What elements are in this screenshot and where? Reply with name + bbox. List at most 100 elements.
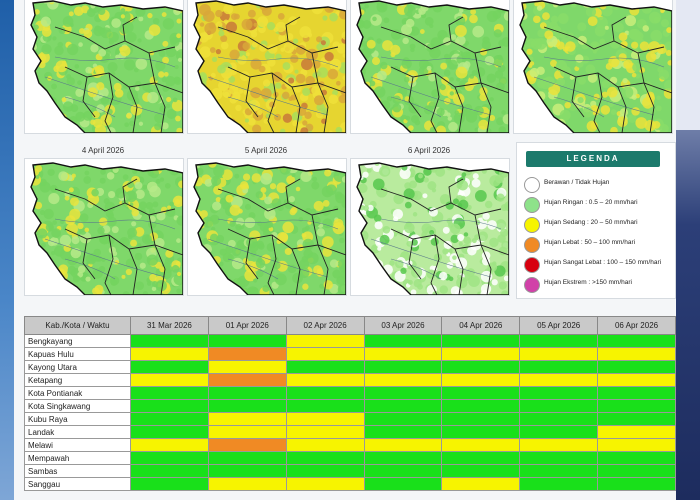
rain-category-cell (441, 399, 521, 413)
rain-intensity-cell (188, 284, 192, 292)
rain-intensity-cell (114, 88, 124, 98)
rain-intensity-cell (302, 120, 308, 126)
rain-intensity-cell (170, 37, 180, 47)
rain-intensity-cell (537, 29, 546, 38)
rain-category-cell (597, 412, 676, 426)
rain-intensity-cell (188, 255, 193, 261)
rain-intensity-cell (31, 273, 33, 280)
rain-intensity-cell (194, 116, 201, 124)
rain-intensity-cell (231, 257, 244, 270)
rain-intensity-cell (480, 163, 487, 164)
rain-intensity-cell (96, 104, 105, 113)
rain-intensity-cell (470, 8, 477, 15)
rain-intensity-cell (100, 27, 112, 39)
rain-intensity-cell (225, 21, 238, 33)
rain-intensity-cell (313, 265, 323, 275)
rain-intensity-cell (212, 125, 217, 130)
rain-intensity-cell (194, 287, 199, 294)
rain-intensity-cell (360, 40, 367, 47)
rain-intensity-cell (211, 56, 218, 63)
rain-intensity-cell (142, 291, 149, 295)
column-header-region: Kab./Kota / Waktu (24, 316, 131, 335)
rain-intensity-cell (362, 284, 368, 290)
rain-intensity-cell (382, 40, 393, 51)
rain-intensity-cell (403, 76, 410, 83)
rain-category-cell (207, 438, 287, 452)
rain-intensity-cell (418, 7, 426, 15)
regency-border (54, 188, 86, 200)
rain-map-4-april (24, 158, 184, 296)
rain-category-cell (285, 360, 365, 374)
column-header-date: 31 Mar 2026 (130, 316, 209, 335)
rain-category-cell (441, 477, 521, 491)
rain-category-cell (597, 399, 676, 413)
rain-intensity-cell (408, 125, 414, 131)
rain-intensity-cell (45, 223, 54, 232)
rain-intensity-cell (214, 115, 226, 127)
rain-intensity-cell (454, 110, 459, 115)
rain-intensity-cell (656, 95, 661, 101)
rain-intensity-cell (59, 234, 72, 247)
river-line (44, 76, 166, 116)
rain-intensity-cell (97, 7, 106, 16)
rain-intensity-cell (215, 196, 221, 203)
rain-intensity-cell (69, 130, 74, 133)
rain-intensity-cell (632, 62, 642, 72)
rain-intensity-cell (623, 59, 633, 69)
rain-intensity-cell (134, 252, 143, 261)
rain-intensity-cell (141, 234, 152, 245)
rain-intensity-cell (146, 1, 154, 5)
rain-intensity-cell (529, 125, 539, 133)
rain-intensity-cell (25, 205, 29, 210)
rain-intensity-cell (463, 103, 473, 113)
legend-item: Hujan Sedang : 20 – 50 mm/hari (524, 216, 674, 233)
rain-category-cell (207, 347, 287, 361)
rain-intensity-cell (473, 1, 484, 3)
rain-intensity-cell (248, 212, 256, 220)
rain-intensity-cell (165, 103, 171, 109)
rain-intensity-cell (426, 269, 436, 279)
rain-intensity-cell (85, 66, 93, 74)
rain-intensity-cell (275, 21, 287, 33)
rain-intensity-cell (161, 122, 169, 130)
rain-intensity-cell (316, 43, 323, 51)
rain-intensity-cell (467, 245, 477, 256)
rain-intensity-cell (305, 75, 315, 86)
rain-intensity-cell (452, 198, 459, 205)
regency-border (64, 66, 183, 94)
map-date-label: 6 April 2026 (407, 146, 451, 155)
rain-intensity-cell (90, 44, 99, 53)
rain-intensity-cell (374, 221, 383, 230)
rain-intensity-cell (52, 220, 57, 225)
rain-intensity-cell (229, 49, 240, 60)
rain-intensity-cell (492, 10, 502, 19)
rain-intensity-cell (529, 90, 540, 101)
regency-border (408, 76, 422, 118)
rain-intensity-cell (503, 275, 509, 282)
rain-intensity-cell (544, 30, 554, 40)
rainfall-map-svg (356, 162, 509, 295)
rain-category-cell (285, 425, 365, 439)
rain-intensity-cell (464, 81, 474, 92)
table-row: Ketapang (24, 373, 676, 387)
rain-intensity-cell (589, 41, 601, 52)
rain-category-cell (519, 464, 599, 478)
rain-intensity-cell (31, 213, 35, 225)
regency-border (291, 86, 301, 133)
rain-intensity-cell (131, 163, 142, 165)
rain-intensity-cell (33, 16, 39, 22)
rain-intensity-cell (500, 228, 509, 237)
rain-intensity-cell (648, 41, 661, 53)
regency-border (267, 72, 277, 133)
rain-intensity-cell (357, 279, 363, 292)
rain-intensity-cell (79, 213, 89, 222)
rain-intensity-cell (559, 109, 571, 121)
rain-intensity-cell (638, 1, 645, 4)
region-name: Landak (24, 425, 131, 439)
rain-intensity-cell (389, 260, 395, 266)
rain-intensity-cell (387, 122, 392, 127)
rain-intensity-cell (379, 165, 391, 177)
rain-intensity-cell (428, 207, 438, 217)
rain-intensity-cell (298, 0, 304, 1)
legend-item: Hujan Sangat Lebat : 100 – 150 mm/hari (524, 256, 674, 273)
